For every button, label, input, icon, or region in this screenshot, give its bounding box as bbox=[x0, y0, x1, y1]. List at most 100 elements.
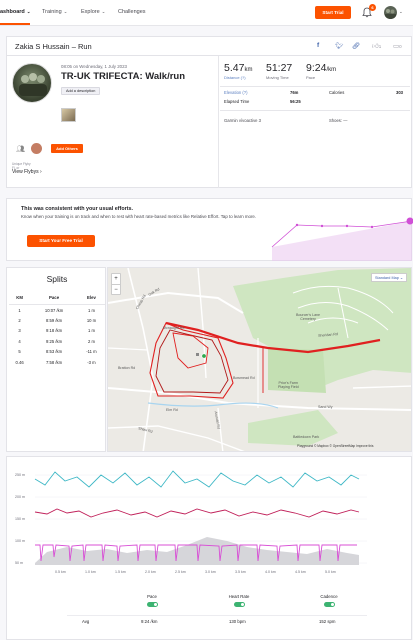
start-trial-button[interactable]: Start Trial bbox=[315, 6, 351, 19]
splits-panel: Splits KM Pace Elev 1 10:07 /km 1 m 2 8:59 … bbox=[6, 267, 106, 452]
nav-challenges[interactable]: Challenges bbox=[118, 9, 146, 15]
table-row: 4 9:25 /km 2 m bbox=[9, 336, 105, 347]
toggle-label: Pace bbox=[147, 594, 157, 599]
split-pace: 8:53 /km bbox=[46, 349, 63, 355]
bell-icon[interactable] bbox=[362, 7, 372, 18]
zoom-out-button[interactable]: − bbox=[114, 287, 118, 293]
stat-moving-time: 51:27 Moving Time bbox=[266, 62, 292, 80]
stream-chart[interactable] bbox=[7, 457, 413, 593]
table-row: 1 10:07 /km 1 m bbox=[9, 305, 105, 316]
y-axis-label: 100 m bbox=[15, 539, 25, 543]
divider bbox=[220, 86, 410, 87]
banner-title: This was consistent with your usual effo… bbox=[21, 206, 134, 212]
chevron-right-icon: › bbox=[39, 169, 42, 175]
divider bbox=[218, 56, 219, 188]
map-attribution[interactable]: Playground © Mapbox © OpenStreetMap Impr… bbox=[297, 444, 374, 448]
split-km: 4 bbox=[18, 338, 21, 344]
nav-explore-label: Explore bbox=[81, 9, 100, 15]
avg-heart-rate: 130 bpm bbox=[229, 619, 246, 624]
map-style-dropdown[interactable]: Standard Map ⌄ bbox=[371, 273, 408, 282]
split-pace: 10:07 /km bbox=[44, 307, 64, 313]
stat-distance: 5.47km Distance (?) bbox=[224, 62, 252, 80]
chevron-down-icon[interactable]: ⌄ bbox=[399, 9, 403, 14]
x-axis-label: 1.0 km bbox=[85, 570, 96, 574]
column-header: Elev bbox=[77, 293, 105, 305]
split-elev: -11 m bbox=[86, 349, 97, 355]
comment-icon[interactable]: ▭0 bbox=[393, 43, 402, 50]
avatar[interactable] bbox=[384, 6, 397, 19]
nav-explore[interactable]: Explore ⌄ bbox=[81, 9, 105, 15]
heart-rate-toggle[interactable] bbox=[233, 602, 245, 607]
facebook-icon[interactable]: f bbox=[317, 42, 320, 49]
link-icon[interactable]: 🔗︎ bbox=[352, 43, 361, 50]
shoes-info: Shoes: — bbox=[329, 118, 348, 123]
flyby-caption-line: Fl. or bbox=[12, 165, 20, 170]
map-label-cemetery: Bourcer's Lane Cemetery bbox=[296, 313, 320, 322]
elevation-value: 76m bbox=[290, 90, 299, 95]
device-name: Garmin vívoactive 3 bbox=[224, 118, 262, 123]
nav-challenges-label: Challenges bbox=[118, 9, 146, 15]
x-axis-label: 4.5 km bbox=[295, 570, 306, 574]
relative-effort-graph bbox=[271, 217, 413, 261]
free-trial-button[interactable]: Start Your Free Trial bbox=[27, 235, 95, 247]
map-zoom-control: + − bbox=[111, 273, 121, 295]
y-axis-label: 150 m bbox=[15, 517, 25, 521]
x-axis-label: 4.0 km bbox=[265, 570, 276, 574]
activity-date: 08:05 on Wednesday, 1 July 2023 bbox=[61, 64, 127, 69]
activity-photo[interactable] bbox=[61, 108, 76, 122]
avatar[interactable] bbox=[31, 143, 42, 154]
split-km: 5 bbox=[18, 349, 21, 355]
kudos-icon[interactable]: 👍︎1 bbox=[372, 43, 382, 50]
cadence-toggle[interactable] bbox=[323, 602, 335, 607]
split-elev: -3 m bbox=[87, 359, 96, 365]
analysis-chart: 250 m 200 m 150 m 100 m 50 m 0.5 km 1.0 … bbox=[6, 456, 412, 640]
nav-active-indicator bbox=[0, 23, 30, 25]
split-pace: 9:25 /km bbox=[46, 338, 63, 344]
avg-pace: 9:24 /km bbox=[141, 619, 158, 624]
avg-cadence: 152 spm bbox=[319, 619, 336, 624]
nav-dashboard[interactable]: ashboard ⌄ bbox=[0, 9, 31, 15]
pace-toggle[interactable] bbox=[146, 602, 158, 607]
divider bbox=[67, 615, 367, 616]
split-km: 3 bbox=[18, 328, 21, 334]
table-row: 0.46 7:58 /km -3 m bbox=[9, 357, 105, 368]
split-pace: 8:59 /km bbox=[46, 317, 63, 323]
map-label-park: Battledown Park bbox=[293, 435, 320, 439]
chevron-down-icon: ⌄ bbox=[63, 9, 68, 14]
column-header: KM bbox=[9, 293, 31, 305]
add-others-button[interactable]: Add Others bbox=[51, 144, 83, 153]
view-flybys-label: View Flybys bbox=[12, 169, 39, 175]
calories-label: Calories bbox=[329, 90, 345, 95]
chevron-down-icon: ⌄ bbox=[101, 9, 106, 14]
view-flybys-link[interactable]: View Flybys › bbox=[12, 169, 42, 175]
map-label-road: Sand Wy bbox=[318, 405, 333, 409]
split-pace: 9:18 /km bbox=[46, 328, 63, 334]
split-elev: 1 m bbox=[87, 328, 95, 334]
comments-count: 0 bbox=[399, 44, 402, 49]
twitter-icon[interactable]: 🐦︎ bbox=[335, 43, 344, 50]
route-map[interactable]: + − Standard Map ⌄ Bourcer's Lane Cemete… bbox=[107, 267, 412, 452]
heart-rate-toggle-group: Heart Rate bbox=[219, 594, 259, 609]
kudos-count: 1 bbox=[378, 44, 382, 49]
relative-effort-banner: This was consistent with your usual effo… bbox=[6, 198, 413, 261]
nav-dashboard-label: ashboard bbox=[0, 9, 25, 15]
map-label-playing-field: Prior's Farm Playing Field bbox=[278, 381, 299, 390]
notification-badge: 6 bbox=[369, 4, 376, 11]
stat-value: 9:24 bbox=[306, 62, 327, 74]
split-km: 2 bbox=[18, 317, 21, 323]
zoom-in-button[interactable]: + bbox=[112, 274, 120, 285]
nav-training-label: Training bbox=[42, 9, 62, 15]
map-label-line: Prior's Farm bbox=[278, 381, 299, 385]
table-row: 3 9:18 /km 1 m bbox=[9, 326, 105, 337]
split-km: 1 bbox=[18, 307, 21, 313]
nav-training[interactable]: Training ⌄ bbox=[42, 9, 67, 15]
pace-toggle-group: Pace bbox=[132, 594, 172, 609]
stat-unit: km bbox=[244, 67, 253, 73]
toggle-label: Heart Rate bbox=[228, 594, 250, 599]
add-description-button[interactable]: Add a description bbox=[61, 87, 101, 95]
flyby-caption-line: Unique Flyby bbox=[12, 162, 31, 166]
x-axis-label: 0.5 km bbox=[55, 570, 66, 574]
elapsed-time-value: 56:25 bbox=[290, 99, 301, 104]
map-label-road: Bowmead Rd bbox=[233, 376, 255, 380]
athlete-avatar[interactable] bbox=[12, 63, 52, 103]
